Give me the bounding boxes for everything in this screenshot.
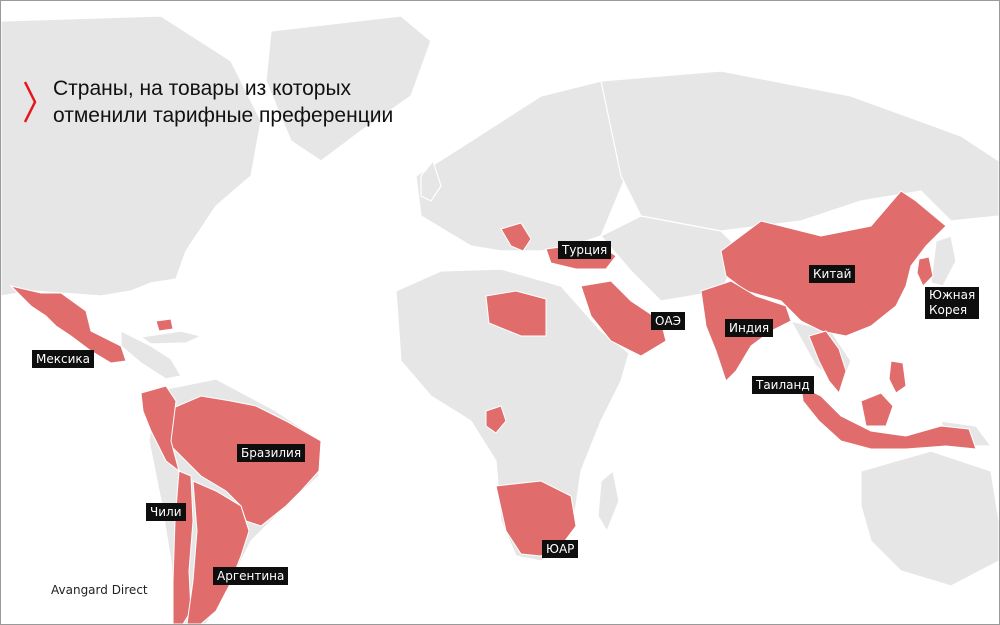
mexico-shape [9, 285, 127, 364]
uk [420, 159, 442, 202]
label-mexico: Мексика [32, 350, 94, 368]
label-thailand: Таиланд [752, 376, 814, 394]
title-accent-chevron [23, 81, 37, 123]
credit: Avangard Direct [51, 583, 148, 597]
madagascar [597, 469, 620, 533]
label-south-korea-line-1: Южная [929, 288, 976, 302]
thailand-shape [808, 330, 847, 395]
label-china: Китай [809, 265, 856, 283]
central-america [120, 330, 182, 380]
north-asia [600, 70, 999, 232]
australia [860, 450, 999, 587]
arabia-shape [580, 280, 667, 357]
caribbean-shape [155, 318, 174, 332]
africa [395, 268, 630, 562]
label-argentina: Аргентина [213, 567, 289, 585]
map-title-line-2: отменили тарифные преференции [53, 104, 394, 127]
label-south-korea-line-2: Корея [929, 303, 968, 317]
argentina-shape [186, 480, 250, 624]
map-title: Страны, на товары из которых отменили та… [53, 75, 393, 129]
japan [930, 235, 957, 287]
borneo-shape [860, 392, 894, 427]
libya-shape [485, 290, 547, 337]
label-brazil: Бразилия [237, 444, 306, 462]
label-south-africa: ЮАР [542, 540, 579, 558]
caribbean [139, 330, 203, 345]
label-india: Индия [725, 319, 774, 337]
indonesia-shape [800, 385, 977, 450]
congo-shape [485, 405, 507, 434]
philippines-shape [888, 360, 907, 394]
label-chile: Чили [146, 503, 186, 521]
greenland [265, 15, 432, 162]
label-uae: ОАЭ [651, 312, 686, 330]
label-turkey: Турция [558, 241, 612, 259]
map-title-line-1: Страны, на товары из которых [53, 77, 352, 100]
label-south-korea: Южная Корея [925, 287, 980, 319]
korea-shape [916, 256, 934, 287]
china-shape [720, 190, 947, 337]
balkans-shape [500, 222, 532, 252]
andes-north-shape [140, 385, 180, 473]
north-america [1, 15, 262, 297]
